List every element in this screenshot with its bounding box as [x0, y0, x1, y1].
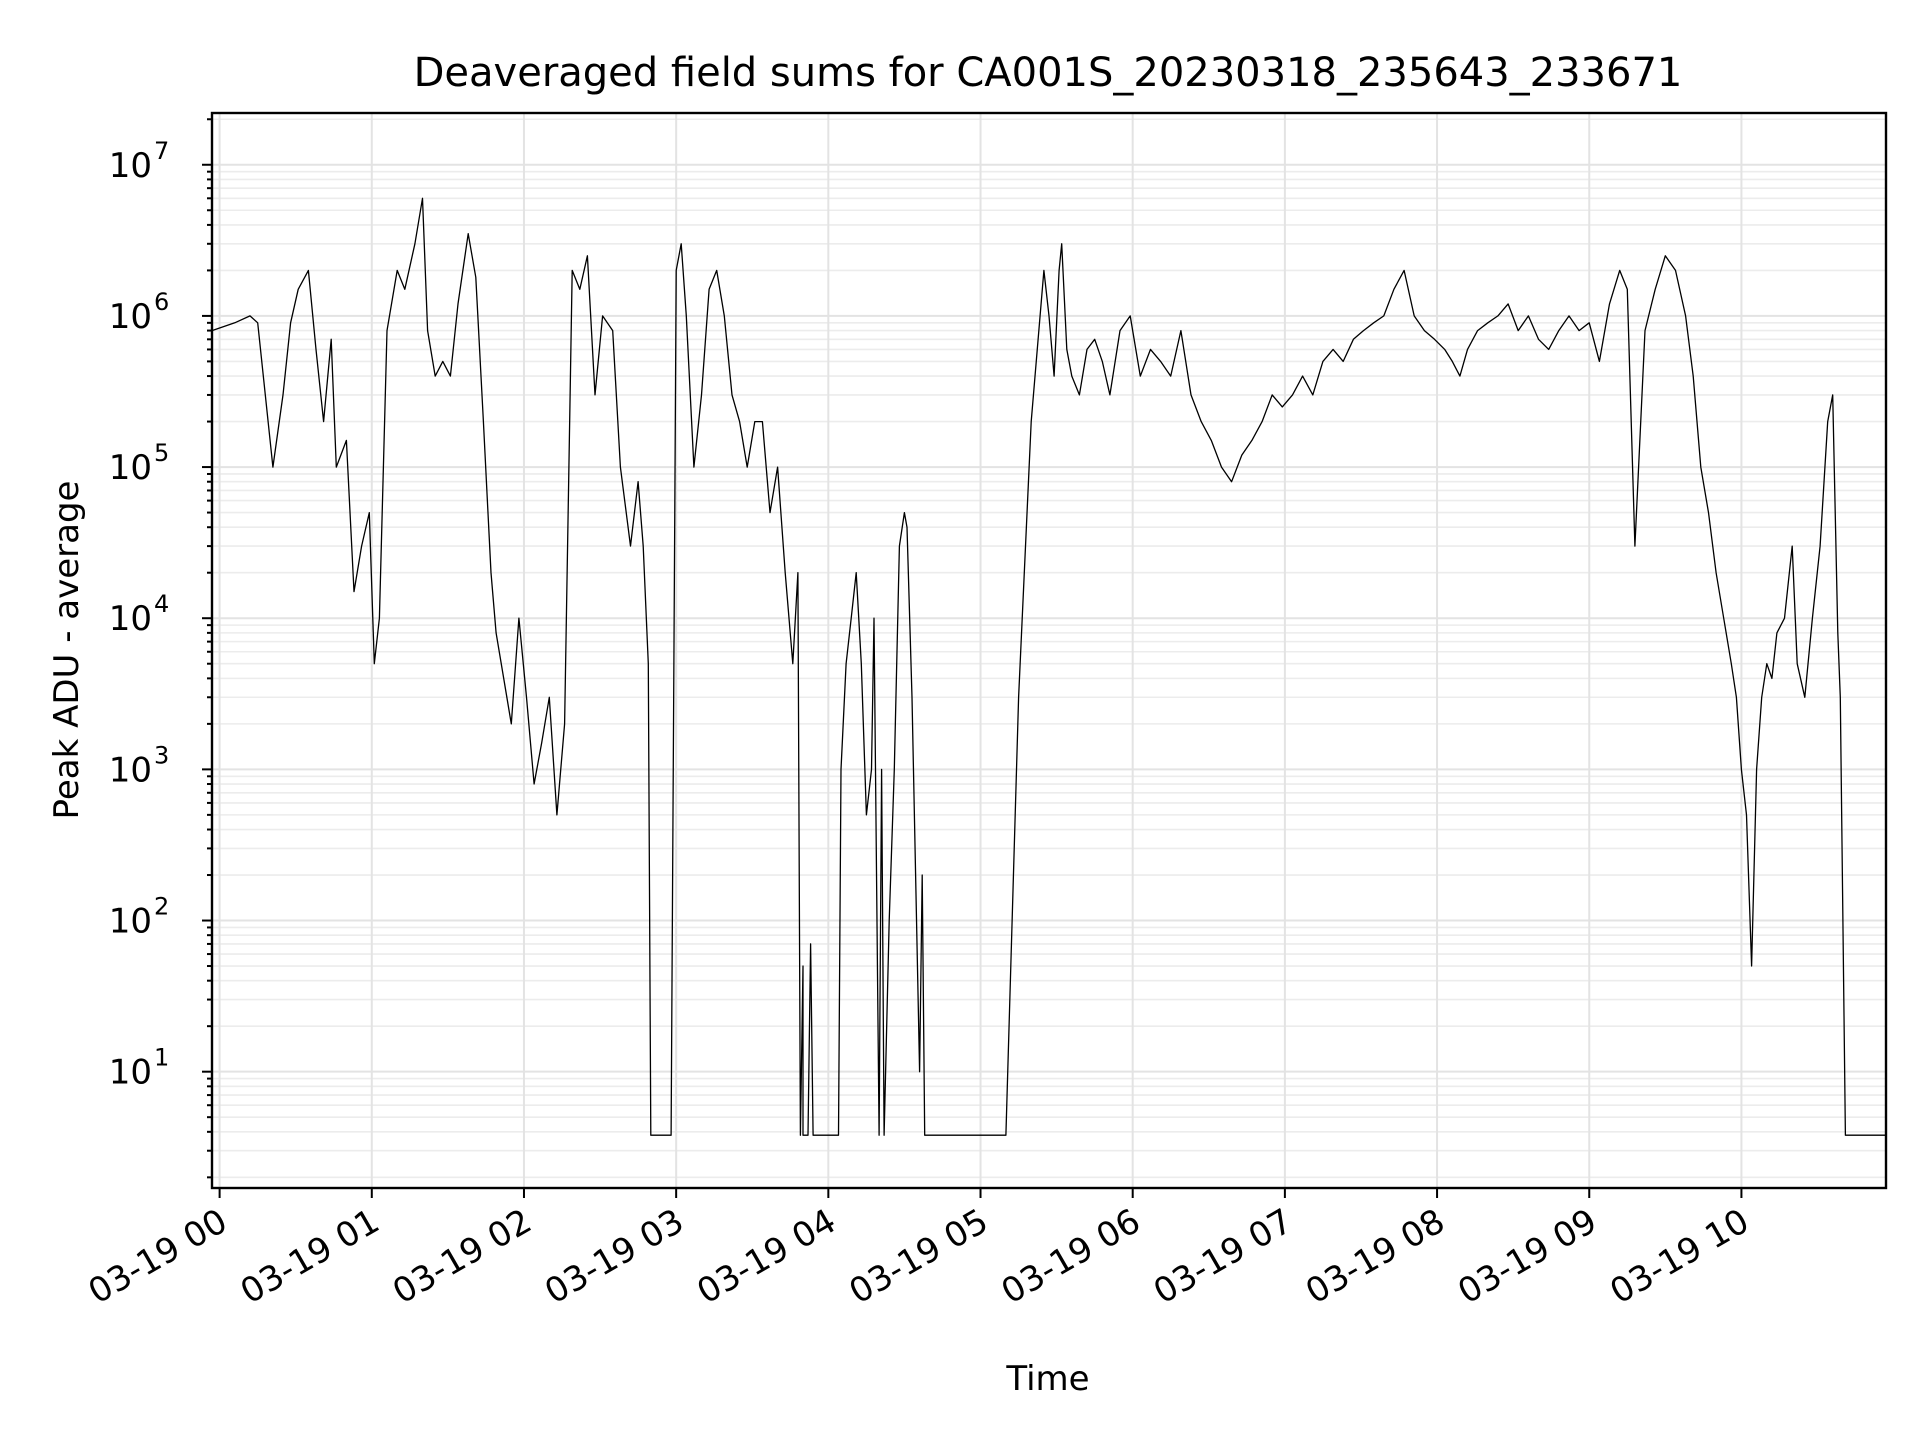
- y-tick-label: 10: [109, 599, 152, 639]
- x-tick-label: 03-19 03: [538, 1201, 690, 1312]
- x-tick-label: 03-19 08: [1299, 1201, 1451, 1312]
- x-tick-label: 03-19 07: [1147, 1201, 1299, 1312]
- y-tick-base: 10: [109, 146, 152, 186]
- y-tick-label: 10: [109, 902, 152, 942]
- y-tick-base: 10: [109, 750, 152, 790]
- y-axis-label: Peak ADU - average: [47, 481, 87, 820]
- y-tick-label: 10: [109, 448, 152, 488]
- chart-title: Deaveraged field sums for CA001S_2023031…: [414, 50, 1683, 96]
- series-line: [211, 197, 1886, 1136]
- y-tick-base: 10: [109, 599, 152, 639]
- y-tick-exponent: 7: [154, 137, 169, 165]
- y-tick-exponent: 5: [154, 439, 169, 467]
- x-tick-label: 03-19 06: [995, 1201, 1147, 1312]
- y-tick-exponent: 3: [154, 741, 169, 769]
- x-tick-label: 03-19 10: [1604, 1201, 1756, 1312]
- x-tick-label: 03-19 02: [386, 1201, 538, 1312]
- x-tick-label: 03-19 01: [234, 1201, 386, 1312]
- x-tick-label: 03-19 05: [843, 1201, 995, 1312]
- y-tick-exponent: 1: [154, 1044, 169, 1072]
- y-tick-exponent: 2: [154, 893, 169, 921]
- y-tick-exponent: 6: [154, 288, 169, 316]
- y-tick-base: 10: [109, 1053, 152, 1093]
- y-tick-label: 10: [109, 750, 152, 790]
- y-tick-base: 10: [109, 902, 152, 942]
- grid: [212, 113, 1886, 1188]
- y-tick-label: 10: [109, 297, 152, 337]
- x-tick-label: 03-19 00: [82, 1201, 234, 1312]
- y-tick-base: 10: [109, 297, 152, 337]
- y-tick-label: 10: [109, 146, 152, 186]
- y-tick-base: 10: [109, 448, 152, 488]
- x-tick-label: 03-19 09: [1451, 1201, 1603, 1312]
- y-tick-label: 10: [109, 1053, 152, 1093]
- x-tick-label: 03-19 04: [690, 1201, 842, 1312]
- y-tick-exponent: 4: [154, 590, 169, 618]
- x-axis-label: Time: [1005, 1359, 1089, 1399]
- plot-frame: [210, 111, 1888, 1190]
